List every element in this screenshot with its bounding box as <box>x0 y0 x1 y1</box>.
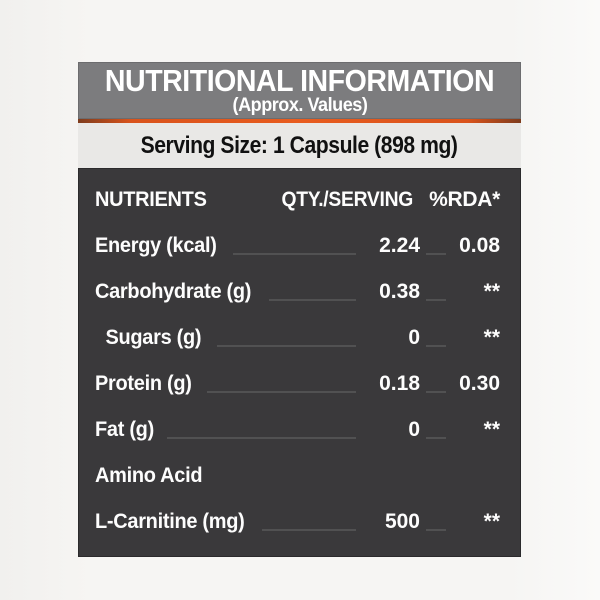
nutrient-rda: ** <box>483 326 500 349</box>
leader-line <box>426 391 446 393</box>
nutrient-name: Carbohydrate (g) <box>95 280 252 303</box>
nutrient-rda: 0.30 <box>459 372 500 395</box>
leader-line <box>206 391 356 393</box>
section-name: Amino Acid <box>95 464 203 487</box>
nutrient-rda: ** <box>483 510 500 533</box>
nutrient-name: L-Carnitine (mg) <box>95 510 245 533</box>
serving-size-text: Serving Size: 1 Capsule (898 mg) <box>141 131 458 159</box>
leader-line <box>216 345 356 347</box>
leader-line <box>426 299 446 301</box>
label-header: NUTRITIONAL INFORMATION (Approx. Values) <box>78 62 521 119</box>
nutrient-name: Sugars (g) <box>105 326 202 349</box>
column-nutrients: NUTRIENTS <box>95 188 207 211</box>
leader-line <box>426 529 446 531</box>
table-row-l-carnitine: L-Carnitine (mg) 500 ** <box>95 499 500 545</box>
label-title: NUTRITIONAL INFORMATION <box>104 62 495 98</box>
serving-size-band: Serving Size: 1 Capsule (898 mg) <box>78 123 521 168</box>
label-subtitle: (Approx. Values) <box>232 94 367 116</box>
nutrient-qty: 0 <box>408 418 420 441</box>
nutrient-qty: 2.24 <box>379 234 420 257</box>
table-row-energy: Energy (kcal) 2.24 0.08 <box>95 223 500 269</box>
leader-line <box>167 437 356 439</box>
table-row-protein: Protein (g) 0.18 0.30 <box>95 361 500 407</box>
nutrient-qty: 500 <box>384 510 420 533</box>
nutrient-rda: 0.08 <box>459 234 500 257</box>
column-rda: %RDA* <box>429 188 500 211</box>
nutrient-rda: ** <box>483 418 500 441</box>
leader-line <box>426 345 446 347</box>
nutrient-qty: 0.38 <box>379 280 420 303</box>
accent-rule <box>78 119 521 123</box>
nutrient-name: Fat (g) <box>95 418 154 441</box>
leader-line <box>426 253 446 255</box>
nutrient-name: Energy (kcal) <box>95 234 217 257</box>
leader-line <box>262 529 356 531</box>
leader-line <box>233 253 356 255</box>
nutrient-qty: 0.18 <box>379 372 420 395</box>
nutrition-label: NUTRITIONAL INFORMATION (Approx. Values)… <box>78 62 521 557</box>
table-row-amino-acid-section: Amino Acid <box>95 453 500 499</box>
table-row-fat: Fat (g) 0 ** <box>95 407 500 453</box>
nutrients-table: NUTRIENTS QTY./SERVING %RDA* Energy (kca… <box>78 168 521 557</box>
column-qty-serving: QTY./SERVING <box>281 188 414 211</box>
nutrient-name: Protein (g) <box>95 372 192 395</box>
table-row-carbohydrate: Carbohydrate (g) 0.38 ** <box>95 269 500 315</box>
table-header-row: NUTRIENTS QTY./SERVING %RDA* <box>95 177 500 223</box>
leader-line <box>269 299 356 301</box>
nutrient-qty: 0 <box>408 326 420 349</box>
nutrient-rda: ** <box>483 280 500 303</box>
table-row-sugars: Sugars (g) 0 ** <box>95 315 500 361</box>
leader-line <box>426 437 446 439</box>
